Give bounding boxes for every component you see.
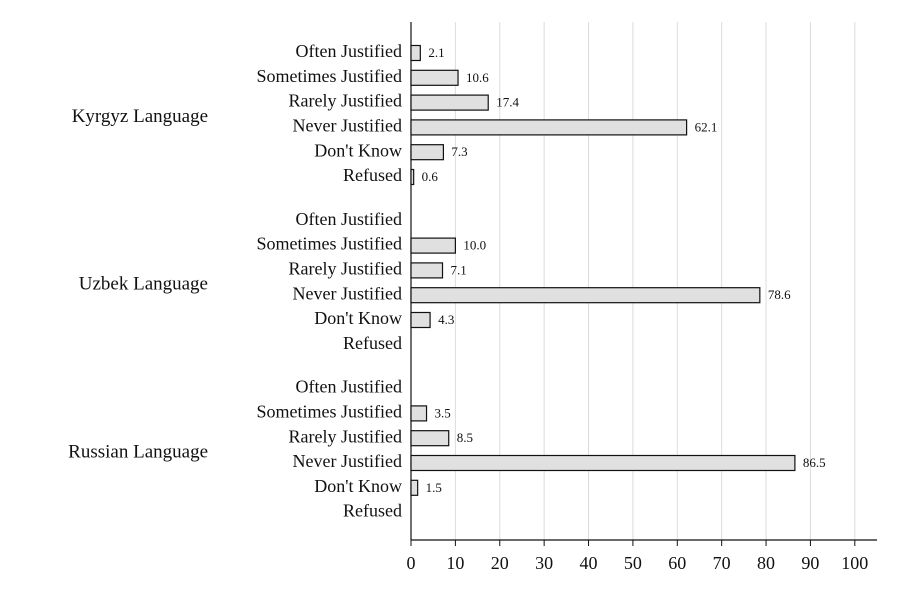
category-label: Sometimes Justified xyxy=(257,234,403,254)
bar xyxy=(410,405,428,422)
bar xyxy=(410,119,688,136)
category-label: Often Justified xyxy=(296,41,402,61)
bar xyxy=(410,311,431,329)
value-label: 78.6 xyxy=(768,287,791,302)
x-tick-label: 70 xyxy=(713,553,731,573)
value-label: 8.5 xyxy=(457,430,473,445)
value-label: 3.5 xyxy=(435,405,451,420)
category-label: Sometimes Justified xyxy=(257,66,403,86)
bar xyxy=(410,430,450,447)
x-tick-label: 20 xyxy=(491,553,509,573)
bar xyxy=(410,168,415,186)
category-label: Refused xyxy=(343,165,402,185)
group-label: Uzbek Language xyxy=(79,274,208,295)
category-label: Refused xyxy=(343,501,402,521)
category-label: Sometimes Justified xyxy=(257,402,403,422)
category-label: Never Justified xyxy=(293,283,402,303)
value-label: 0.6 xyxy=(422,169,439,184)
bar xyxy=(410,44,421,62)
x-tick-label: 50 xyxy=(624,553,642,573)
bar xyxy=(410,454,796,472)
bar xyxy=(410,69,459,86)
category-label: Don't Know xyxy=(314,140,402,160)
value-label: 17.4 xyxy=(496,95,519,110)
group-label: Russian Language xyxy=(68,441,208,462)
category-label: Never Justified xyxy=(293,451,402,471)
x-tick-label: 0 xyxy=(407,553,416,573)
category-label: Often Justified xyxy=(296,209,402,229)
bar xyxy=(410,237,456,254)
bar xyxy=(410,94,489,111)
value-label: 1.5 xyxy=(426,480,442,495)
bar xyxy=(410,262,444,279)
value-label: 7.1 xyxy=(451,262,467,277)
category-label: Don't Know xyxy=(314,476,402,496)
value-label: 10.0 xyxy=(463,238,486,253)
bar xyxy=(410,287,761,304)
x-tick-label: 80 xyxy=(757,553,775,573)
x-tick-label: 60 xyxy=(668,553,686,573)
x-tick-label: 40 xyxy=(580,553,598,573)
x-tick-label: 90 xyxy=(801,553,819,573)
category-label: Rarely Justified xyxy=(289,91,402,111)
bar xyxy=(410,144,444,161)
category-label: Don't Know xyxy=(314,308,402,328)
category-label: Often Justified xyxy=(296,377,402,397)
category-label: Rarely Justified xyxy=(289,426,402,446)
group-label: Kyrgyz Language xyxy=(72,106,208,127)
category-label: Refused xyxy=(343,333,402,353)
bar xyxy=(410,479,419,496)
value-label: 2.1 xyxy=(428,45,444,60)
value-label: 10.6 xyxy=(466,70,489,85)
x-tick-label: 100 xyxy=(841,553,868,573)
x-tick-label: 30 xyxy=(535,553,553,573)
category-label: Rarely Justified xyxy=(289,259,402,279)
x-tick-label: 10 xyxy=(446,553,464,573)
value-label: 7.3 xyxy=(451,144,467,159)
value-label: 62.1 xyxy=(695,119,718,134)
value-label: 4.3 xyxy=(438,312,454,327)
category-label: Never Justified xyxy=(293,116,402,136)
value-label: 86.5 xyxy=(803,455,826,470)
